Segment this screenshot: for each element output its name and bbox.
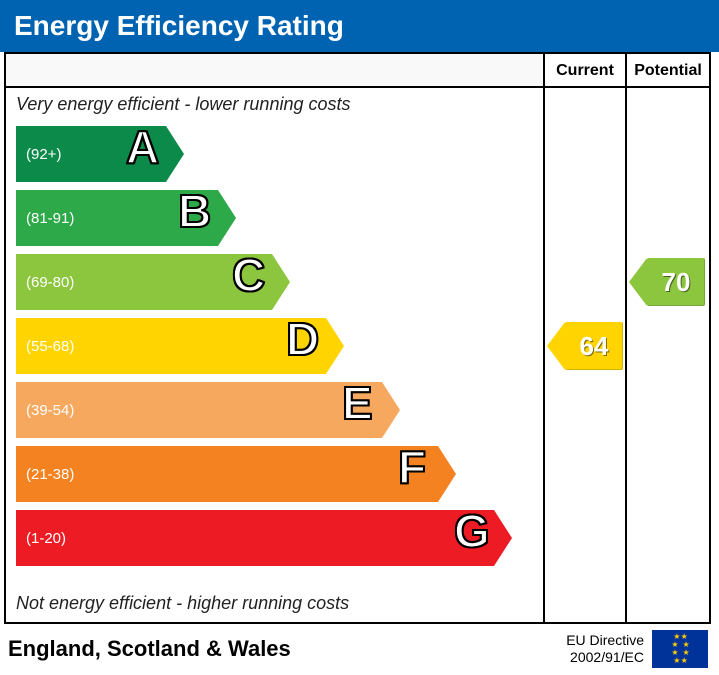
- current-header: Current: [545, 54, 625, 88]
- bands-column-header: [6, 54, 543, 88]
- bands-column: Very energy efficient - lower running co…: [6, 54, 545, 622]
- scale-bottom-label: Not energy efficient - higher running co…: [16, 593, 349, 614]
- band-range-label: (92+): [26, 146, 61, 163]
- footer-region: England, Scotland & Wales: [8, 636, 291, 662]
- band-letter: C: [232, 248, 265, 302]
- potential-header: Potential: [627, 54, 709, 88]
- rating-band-c: (69-80)C: [16, 254, 543, 310]
- band-range-label: (21-38): [26, 466, 74, 483]
- directive-line2: 2002/91/EC: [566, 649, 644, 666]
- band-range-label: (81-91): [26, 210, 74, 227]
- rating-band-e: (39-54)E: [16, 382, 543, 438]
- band-range-label: (39-54): [26, 402, 74, 419]
- band-bar: (21-38): [16, 446, 438, 502]
- current-column: Current 64: [545, 54, 627, 622]
- band-bar: (55-68): [16, 318, 326, 374]
- epc-rating-chart: Energy Efficiency Rating Very energy eff…: [0, 0, 719, 675]
- rating-band-d: (55-68)D: [16, 318, 543, 374]
- marker-arrow: [629, 258, 647, 306]
- band-range-label: (55-68): [26, 338, 74, 355]
- current-marker: 64: [565, 322, 623, 370]
- band-letter: F: [398, 440, 426, 494]
- footer-directive: EU Directive 2002/91/EC ★ ★★ ★★ ★★ ★: [566, 630, 708, 668]
- directive-line1: EU Directive: [566, 632, 644, 649]
- scale-top-label: Very energy efficient - lower running co…: [16, 94, 351, 115]
- chart-title: Energy Efficiency Rating: [0, 0, 719, 52]
- marker-arrow: [547, 322, 565, 370]
- band-range-label: (69-80): [26, 274, 74, 291]
- potential-column: Potential 70: [627, 54, 709, 622]
- band-letter: E: [342, 376, 373, 430]
- rating-band-a: (92+)A: [16, 126, 543, 182]
- band-letter: B: [178, 184, 211, 238]
- bands-container: (92+)A(81-91)B(69-80)C(55-68)D(39-54)E(2…: [16, 126, 543, 574]
- chart-footer: England, Scotland & Wales EU Directive 2…: [8, 630, 708, 668]
- rating-band-g: (1-20)G: [16, 510, 543, 566]
- band-letter: G: [454, 504, 490, 558]
- band-bar: (1-20): [16, 510, 494, 566]
- rating-band-f: (21-38)F: [16, 446, 543, 502]
- band-range-label: (1-20): [26, 530, 66, 547]
- potential-value: 70: [662, 267, 691, 298]
- eu-flag-icon: ★ ★★ ★★ ★★ ★: [652, 630, 708, 668]
- rating-band-b: (81-91)B: [16, 190, 543, 246]
- potential-marker: 70: [647, 258, 705, 306]
- directive-text: EU Directive 2002/91/EC: [566, 632, 644, 666]
- chart-frame: Very energy efficient - lower running co…: [4, 52, 711, 624]
- band-letter: D: [286, 312, 319, 366]
- band-bar: (39-54): [16, 382, 382, 438]
- current-value: 64: [580, 331, 609, 362]
- band-letter: A: [126, 120, 159, 174]
- eu-stars: ★ ★★ ★★ ★★ ★: [671, 633, 688, 665]
